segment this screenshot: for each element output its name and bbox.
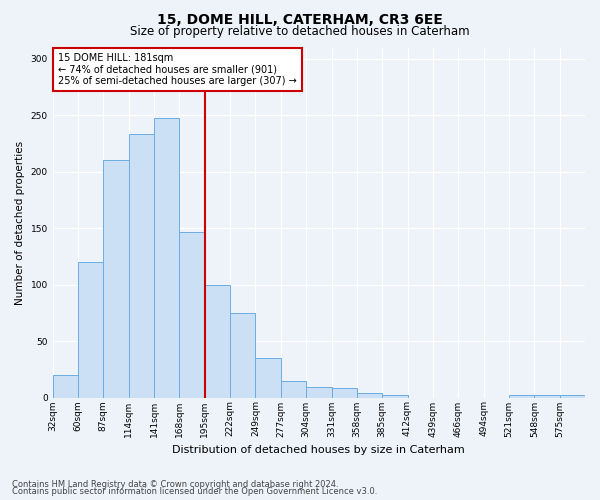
Bar [357,393,382,398]
Bar [154,118,179,398]
Bar [560,396,585,398]
Bar [535,396,560,398]
Bar [78,262,103,398]
Text: Contains HM Land Registry data © Crown copyright and database right 2024.: Contains HM Land Registry data © Crown c… [12,480,338,489]
Bar [230,313,256,398]
Bar [205,284,230,398]
Text: Contains public sector information licensed under the Open Government Licence v3: Contains public sector information licen… [12,487,377,496]
Bar [179,232,205,398]
Bar [509,396,535,398]
Text: 15 DOME HILL: 181sqm
← 74% of detached houses are smaller (901)
25% of semi-deta: 15 DOME HILL: 181sqm ← 74% of detached h… [58,53,297,86]
Bar [256,358,281,398]
Bar [129,134,154,398]
Bar [332,388,357,398]
Bar [382,396,407,398]
Bar [103,160,129,398]
Bar [306,388,332,398]
X-axis label: Distribution of detached houses by size in Caterham: Distribution of detached houses by size … [172,445,465,455]
Text: 15, DOME HILL, CATERHAM, CR3 6EE: 15, DOME HILL, CATERHAM, CR3 6EE [157,12,443,26]
Y-axis label: Number of detached properties: Number of detached properties [15,140,25,304]
Text: Size of property relative to detached houses in Caterham: Size of property relative to detached ho… [130,25,470,38]
Bar [53,375,78,398]
Bar [281,380,306,398]
